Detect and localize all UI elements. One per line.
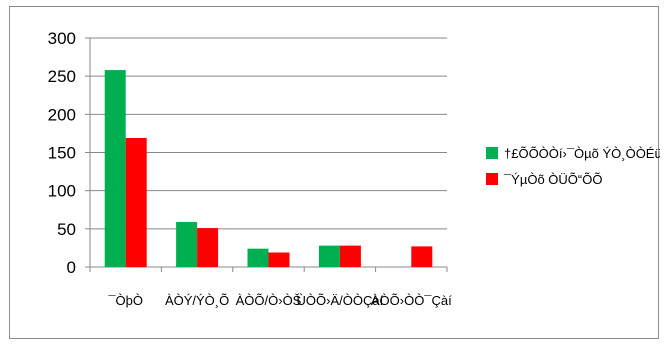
bar-1-3	[247, 248, 269, 267]
legend-swatch-1	[486, 147, 498, 159]
y-tick-label: 100	[48, 182, 76, 201]
bar-2-4	[339, 245, 361, 267]
y-tick-label: 250	[48, 67, 76, 86]
x-category-label: ÀÒÕ/Ò›ÒŠ	[236, 293, 302, 308]
bar-2-2	[197, 228, 219, 267]
x-category-label: ÙÒÕ›Ä/ÒÒÇàí	[297, 293, 384, 308]
bar-1-1	[104, 70, 126, 267]
y-tick-label: 50	[57, 220, 76, 239]
legend-label-1: †£ÕÕÒÒí›¯Òµõ ÝÒ¸ÒÒÉü	[504, 146, 660, 161]
bar-2-5	[411, 246, 433, 267]
bar-1-2	[176, 221, 198, 267]
bar-2-1	[125, 137, 147, 267]
bar-2-3	[268, 252, 290, 267]
chart-frame: 0 50 100 150 200 250 300 ¯ÒþÒ ÀÒÝ/ÝÒ¸Õ ÀÒÕ/Ò›ÒŠ ÙÒ…	[9, 6, 660, 339]
x-category-label: ¯ÒþÒ	[107, 293, 143, 308]
legend-label-2: ¯ÝµÒõ ÒÜÕ“ÕÕ	[503, 172, 602, 187]
bar-chart: 0 50 100 150 200 250 300 ¯ÒþÒ ÀÒÝ/ÝÒ¸Õ ÀÒÕ/Ò›ÒŠÙÒ…	[48, 29, 660, 308]
y-tick-label: 200	[48, 105, 76, 124]
x-category-label: ÀÒÕ›ÒÒ¯Çàí	[371, 293, 452, 308]
bar-1-4	[318, 245, 340, 267]
y-tick-label: 150	[48, 144, 76, 163]
legend-swatch-2	[486, 173, 498, 185]
x-category-label: ÀÒÝ/ÝÒ¸Õ	[165, 293, 229, 308]
y-tick-label: 300	[48, 29, 76, 48]
y-tick-label: 0	[67, 258, 76, 277]
